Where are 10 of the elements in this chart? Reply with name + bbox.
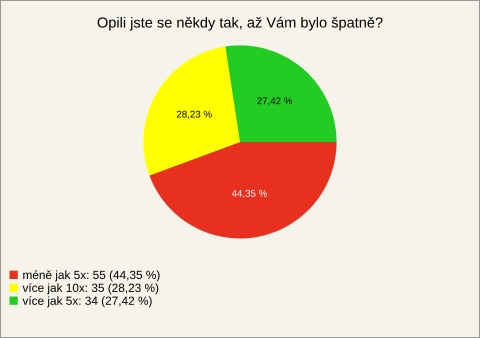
chart-title: Opili jste se někdy tak, až Vám bylo špatně?	[98, 16, 383, 31]
data-label: 27,42 %	[257, 97, 292, 106]
legend-label: více jak 10x: 35 (28,23 %)	[22, 283, 158, 294]
legend-label: méně jak 5x: 55 (44,35 %)	[23, 270, 160, 282]
legend-label: více jak 5x: 34 (27,42 %)	[22, 296, 152, 308]
pie-slice	[149, 142, 337, 239]
data-label: 28,23 %	[176, 110, 212, 119]
data-label: 44,35 %	[232, 190, 267, 198]
pie-slice	[143, 46, 240, 176]
pie-slice	[225, 45, 337, 142]
